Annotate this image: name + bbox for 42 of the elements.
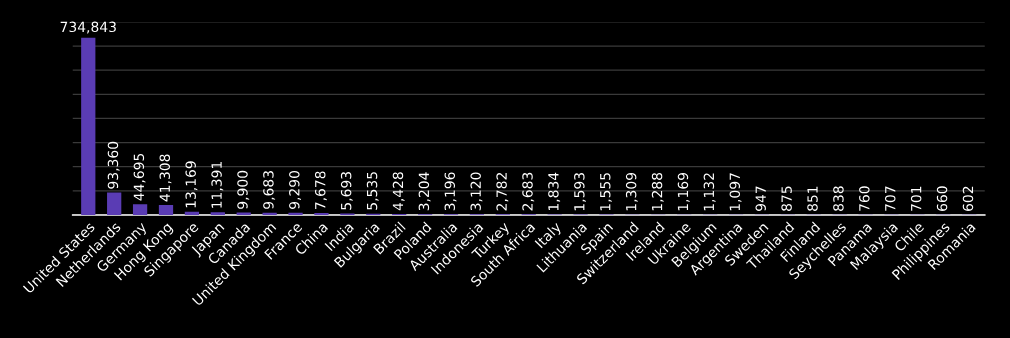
- data-label: 2,683: [522, 172, 535, 211]
- data-label: 851: [807, 186, 818, 211]
- data-label: 44,695: [133, 153, 146, 201]
- bar: [81, 37, 96, 215]
- data-label: 7,678: [314, 171, 327, 210]
- bar: [107, 192, 122, 215]
- data-label: 838: [833, 186, 844, 211]
- data-label: 875: [781, 186, 792, 211]
- data-label: 1,097: [729, 173, 742, 211]
- bar: [158, 205, 174, 215]
- data-label: 1,169: [677, 173, 690, 211]
- data-label: 9,900: [237, 170, 250, 209]
- data-label: 3,120: [470, 172, 483, 211]
- data-label: 93,360: [107, 141, 120, 189]
- data-label: 9,683: [263, 171, 276, 209]
- data-label: 1,834: [548, 172, 561, 211]
- data-label: 734,843: [60, 21, 116, 34]
- data-label: 701: [910, 186, 922, 211]
- data-label: 41,308: [159, 154, 172, 202]
- data-label: 13,169: [185, 161, 198, 208]
- data-label: 11,391: [211, 162, 224, 208]
- data-label: 2,782: [496, 173, 509, 211]
- data-label: 760: [859, 186, 870, 211]
- data-label: 4,428: [392, 172, 405, 211]
- data-label: 947: [755, 186, 766, 211]
- data-label: 9,290: [289, 170, 301, 209]
- data-label: 1,593: [574, 173, 586, 211]
- data-label: 660: [936, 186, 948, 211]
- data-label: 602: [962, 186, 974, 211]
- bar: [288, 212, 303, 215]
- data-label: 1,309: [625, 172, 638, 211]
- data-label: 1,288: [651, 172, 664, 211]
- data-label: 1,555: [600, 173, 612, 211]
- data-label: 5,693: [340, 172, 353, 210]
- data-label: 707: [885, 186, 896, 211]
- data-label: 5,535: [366, 172, 379, 210]
- data-label: 3,204: [418, 172, 431, 211]
- data-label: 3,196: [444, 172, 457, 211]
- bar: [184, 211, 200, 215]
- data-label: 1,132: [703, 173, 716, 211]
- bar: [210, 212, 225, 215]
- bar: [132, 204, 148, 215]
